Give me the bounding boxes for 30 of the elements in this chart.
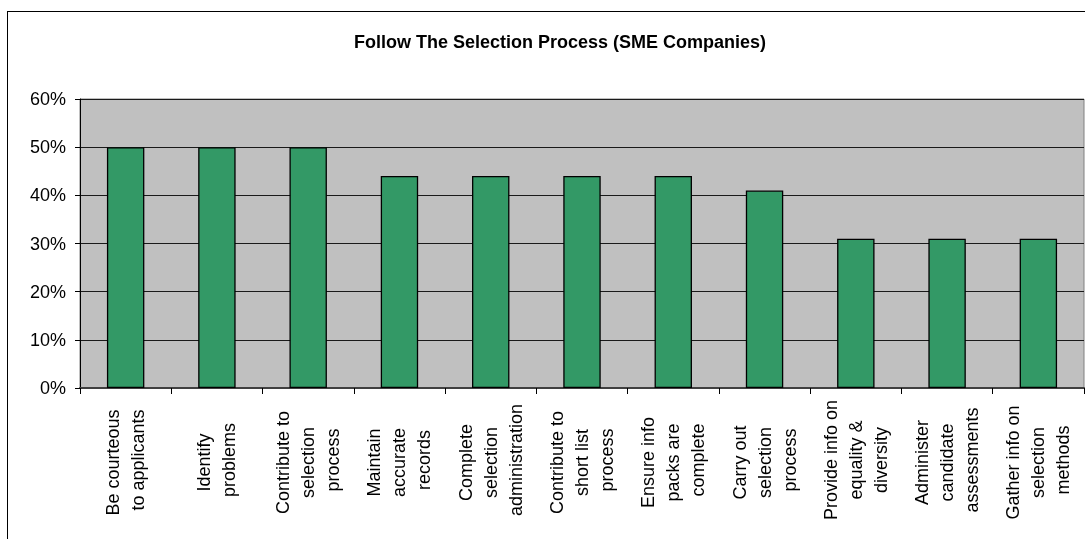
y-tick-label: 50% (29, 137, 66, 158)
y-tick-label: 60% (29, 89, 66, 109)
x-tick-label: Carry out selection process (729, 420, 800, 500)
bar (563, 176, 601, 388)
bar (472, 176, 510, 388)
x-tick-label: Contribute to short list process (547, 405, 617, 515)
x-tick-label: Provide info on equality & diversity (820, 399, 891, 521)
x-tick-label: Contribute to selection process (273, 405, 344, 515)
y-tick-label: 0% (39, 378, 66, 398)
x-tick-label: Administer candidate assessments (912, 407, 983, 513)
x-tick-label: Be courteous to applicants (103, 404, 149, 516)
bar (1019, 238, 1058, 388)
bar (289, 147, 327, 388)
x-tick-label: Maintain accurate records (364, 422, 435, 498)
chart-title: Follow The Selection Process (SME Companies) (353, 32, 767, 52)
y-tick-label: 20% (29, 281, 66, 302)
x-tick-label: Ensure info packs are complete (638, 411, 709, 509)
x-tick-label: Identify problems (194, 422, 240, 498)
bar (654, 176, 692, 388)
x-tick-label: Complete selection administration (455, 403, 526, 517)
bar (198, 147, 236, 388)
bar (928, 238, 966, 388)
x-tick-label: Gather info on selection methods (1003, 400, 1074, 520)
y-tick-label: 10% (29, 329, 66, 350)
y-tick-label: 30% (29, 233, 66, 254)
bar (745, 190, 784, 388)
bar (106, 147, 145, 388)
bar (380, 176, 419, 388)
y-tick-label: 40% (29, 185, 66, 206)
bar (837, 238, 875, 388)
